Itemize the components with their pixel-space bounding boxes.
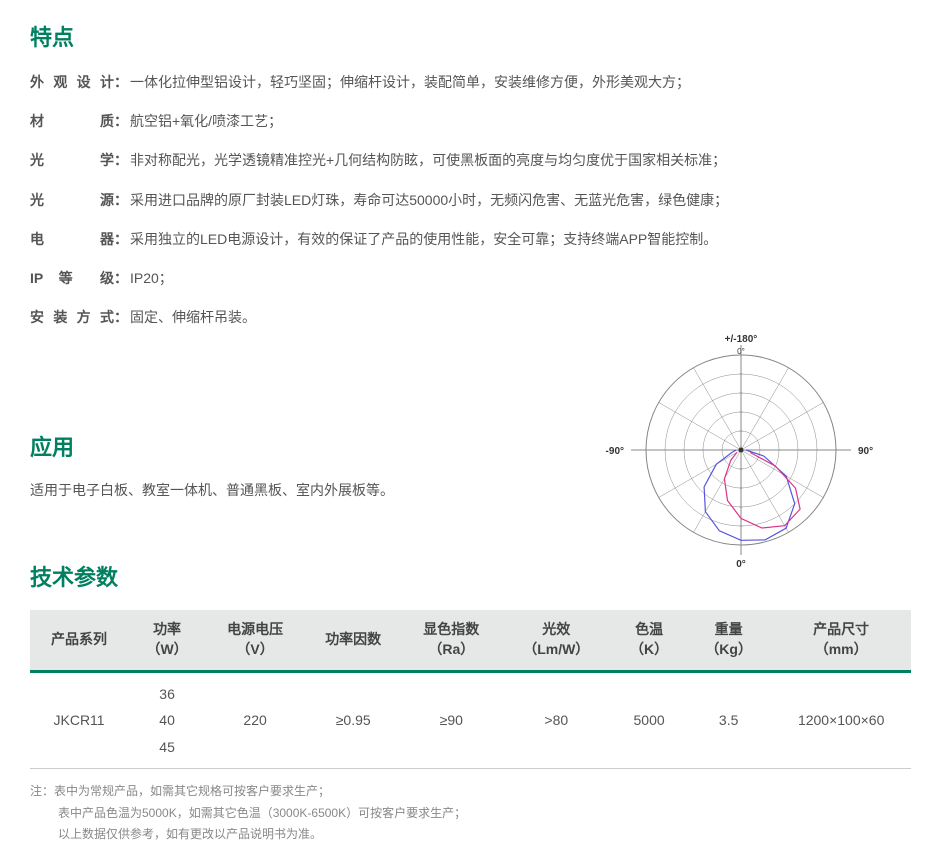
table-header-cell: 产品尺寸（mm）	[771, 610, 911, 671]
footnote-line: 以上数据仅供参考，如有更改以产品说明书为准。	[58, 824, 911, 846]
feature-label: 外观设计	[30, 70, 114, 95]
middle-section: 应用 适用于电子白板、教室一体机、普通黑板、室内外展板等。 +/-180°0°-…	[30, 370, 911, 500]
feature-row: 外观设计：一体化拉伸型铝设计，轻巧坚固；伸缩杆设计，装配简单，安装维修方便，外形…	[30, 70, 911, 95]
feature-label: 光 学	[30, 148, 114, 173]
table-cell: 1200×100×60	[771, 671, 911, 769]
feature-row: 光 学：非对称配光，光学透镜精准控光+几何结构防眩，可使黑板面的亮度与均匀度优于…	[30, 148, 911, 173]
table-header-cell: 光效（Lm/W）	[500, 610, 612, 671]
feature-row: 安装方式：固定、伸缩杆吊装。	[30, 305, 911, 330]
svg-text:+/-180°: +/-180°	[725, 334, 758, 345]
table-header-cell: 功率因数	[304, 610, 402, 671]
table-header-cell: 重量（Kg）	[686, 610, 771, 671]
table-header-cell: 色温（K）	[612, 610, 686, 671]
features-section: 特点 外观设计：一体化拉伸型铝设计，轻巧坚固；伸缩杆设计，装配简单，安装维修方便…	[30, 20, 911, 330]
table-cell: JKCR11	[30, 671, 128, 769]
feature-label: 电 器	[30, 227, 114, 252]
feature-value: 固定、伸缩杆吊装。	[130, 305, 911, 330]
params-table: 产品系列功率（W）电源电压（V）功率因数显色指数（Ra）光效（Lm/W）色温（K…	[30, 610, 911, 769]
table-header-row: 产品系列功率（W）电源电压（V）功率因数显色指数（Ra）光效（Lm/W）色温（K…	[30, 610, 911, 671]
svg-text:90°: 90°	[858, 446, 873, 457]
feature-value: IP20；	[130, 266, 911, 291]
table-cell: 364045	[128, 671, 206, 769]
tech-params-section: 技术参数 产品系列功率（W）电源电压（V）功率因数显色指数（Ra）光效（Lm/W…	[30, 560, 911, 846]
features-list: 外观设计：一体化拉伸型铝设计，轻巧坚固；伸缩杆设计，装配简单，安装维修方便，外形…	[30, 70, 911, 330]
table-cell: 5000	[612, 671, 686, 769]
footnote-line: 注：表中为常规产品，如需其它规格可按客户要求生产；	[30, 781, 911, 803]
polar-light-distribution-chart: +/-180° 0° -90° 90° 0°	[601, 330, 881, 590]
feature-value: 采用独立的LED电源设计，有效的保证了产品的使用性能，安全可靠；支持终端APP智…	[130, 227, 911, 252]
feature-value: 采用进口品牌的原厂封装LED灯珠，寿命可达50000小时，无频闪危害、无蓝光危害…	[130, 188, 911, 213]
table-cell: 220	[206, 671, 304, 769]
feature-row: 材 质：航空铝+氧化/喷漆工艺；	[30, 109, 911, 134]
feature-label: 光 源	[30, 188, 114, 213]
feature-value: 航空铝+氧化/喷漆工艺；	[130, 109, 911, 134]
footnote-line: 表中产品色温为5000K，如需其它色温（3000K-6500K）可按客户要求生产…	[58, 803, 911, 825]
svg-text:-90°: -90°	[606, 446, 624, 457]
footnote: 注：表中为常规产品，如需其它规格可按客户要求生产；表中产品色温为5000K，如需…	[30, 781, 911, 846]
feature-row: 电 器：采用独立的LED电源设计，有效的保证了产品的使用性能，安全可靠；支持终端…	[30, 227, 911, 252]
table-cell: ≥0.95	[304, 671, 402, 769]
table-row: JKCR11364045220≥0.95≥90>8050003.51200×10…	[30, 671, 911, 769]
table-cell: ≥90	[402, 671, 500, 769]
table-header-cell: 电源电压（V）	[206, 610, 304, 671]
table-header-cell: 功率（W）	[128, 610, 206, 671]
svg-text:0°: 0°	[736, 559, 746, 570]
feature-label: 安装方式	[30, 305, 114, 330]
feature-label: 材 质	[30, 109, 114, 134]
table-header-cell: 显色指数（Ra）	[402, 610, 500, 671]
table-cell: >80	[500, 671, 612, 769]
feature-row: 光 源：采用进口品牌的原厂封装LED灯珠，寿命可达50000小时，无频闪危害、无…	[30, 188, 911, 213]
features-title: 特点	[30, 20, 911, 52]
table-cell: 3.5	[686, 671, 771, 769]
feature-value: 一体化拉伸型铝设计，轻巧坚固；伸缩杆设计，装配简单，安装维修方便，外形美观大方；	[130, 70, 911, 95]
table-header-cell: 产品系列	[30, 610, 128, 671]
feature-label: IP 等 级	[30, 266, 114, 291]
feature-row: IP 等 级：IP20；	[30, 266, 911, 291]
feature-value: 非对称配光，光学透镜精准控光+几何结构防眩，可使黑板面的亮度与均匀度优于国家相关…	[130, 148, 911, 173]
svg-text:0°: 0°	[737, 347, 745, 356]
